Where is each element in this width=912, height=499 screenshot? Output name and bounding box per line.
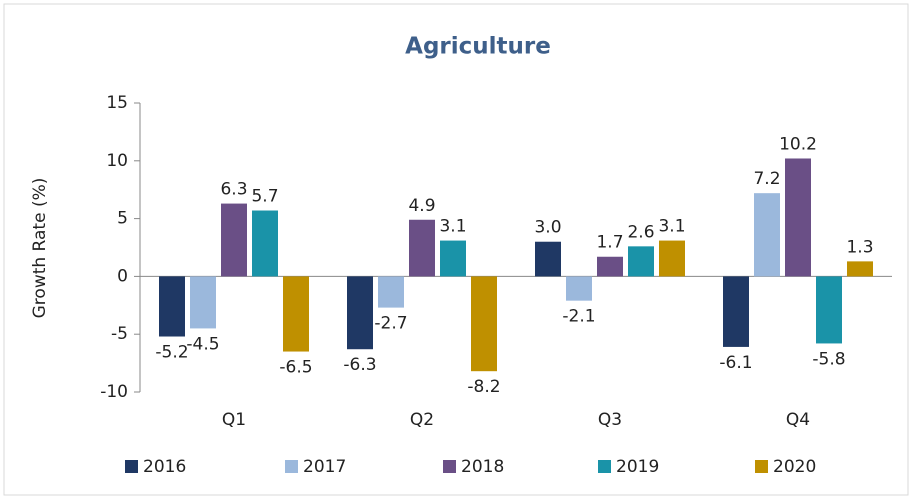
legend-swatch: [598, 460, 611, 473]
data-label: 4.9: [408, 196, 435, 216]
legend-label: 2020: [773, 457, 816, 477]
bar: [628, 246, 654, 277]
bar: [471, 276, 497, 372]
bar: [221, 203, 247, 277]
legend-label: 2016: [143, 457, 186, 477]
y-tick-label: 0: [117, 266, 128, 286]
bar: [847, 261, 873, 277]
y-tick-label: 5: [117, 209, 128, 229]
data-label: 3.0: [534, 218, 561, 238]
bar: [754, 193, 780, 277]
bar: [566, 276, 592, 301]
x-tick-label: Q2: [410, 410, 434, 430]
bar: [659, 240, 685, 277]
bar: [409, 219, 435, 277]
legend-swatch: [285, 460, 298, 473]
data-label: -6.5: [279, 358, 312, 378]
bar: [535, 241, 561, 277]
bar: [785, 158, 811, 277]
data-label: 1.3: [846, 237, 873, 257]
data-label: 3.1: [439, 217, 466, 237]
legend-swatch: [755, 460, 768, 473]
y-tick-label: 10: [106, 151, 128, 171]
data-label: -2.1: [562, 307, 595, 327]
x-tick-label: Q1: [222, 410, 246, 430]
data-label: 2.6: [627, 222, 654, 242]
bar: [597, 256, 623, 277]
bar: [159, 276, 185, 337]
x-tick-label: Q3: [598, 410, 622, 430]
legend-swatch: [125, 460, 138, 473]
bar: [190, 276, 216, 329]
legend-swatch: [443, 460, 456, 473]
bar: [440, 240, 466, 277]
bar: [816, 276, 842, 344]
data-label: 10.2: [779, 134, 817, 154]
bar: [283, 276, 309, 352]
legend-label: 2018: [461, 457, 504, 477]
data-label: -5.8: [812, 349, 845, 369]
y-tick-label: -5: [111, 324, 128, 344]
data-label: 5.7: [251, 187, 278, 207]
data-label: -6.1: [719, 353, 752, 373]
legend-label: 2019: [616, 457, 659, 477]
bar: [252, 210, 278, 277]
data-label: 6.3: [220, 180, 247, 200]
x-tick-label: Q4: [786, 410, 810, 430]
chart-title: Agriculture: [405, 34, 551, 60]
data-label: -6.3: [343, 355, 376, 375]
y-tick-label: -10: [100, 382, 128, 402]
y-tick-label: 15: [106, 93, 128, 113]
data-label: -4.5: [186, 334, 219, 354]
legend-label: 2017: [303, 457, 346, 477]
data-label: -2.7: [374, 314, 407, 334]
bar: [378, 276, 404, 308]
bar: [347, 276, 373, 350]
data-label: 3.1: [658, 217, 685, 237]
data-label: 1.7: [596, 233, 623, 253]
data-label: 7.2: [753, 169, 780, 189]
data-label: -5.2: [155, 343, 188, 363]
bar: [723, 276, 749, 347]
y-axis-label: Growth Rate (%): [30, 178, 50, 319]
data-label: -8.2: [467, 377, 500, 397]
